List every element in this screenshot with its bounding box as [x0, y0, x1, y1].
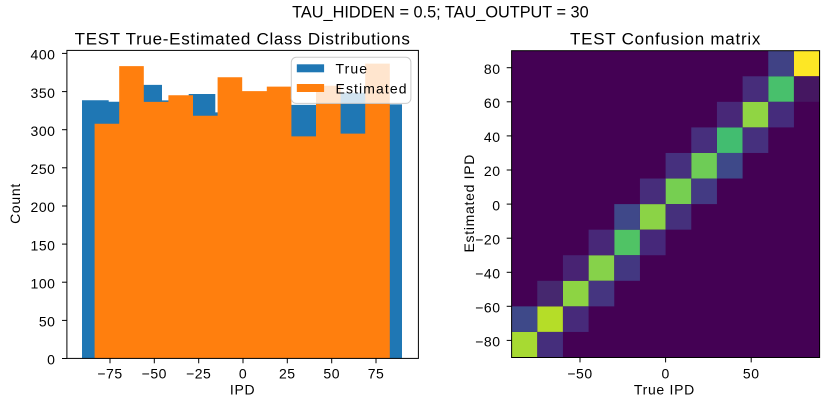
- svg-text:200: 200: [31, 199, 56, 215]
- svg-text:0: 0: [492, 197, 500, 213]
- svg-text:150: 150: [31, 237, 56, 253]
- svg-text:−80: −80: [475, 334, 500, 350]
- svg-text:Count: Count: [7, 183, 23, 224]
- svg-text:−75: −75: [97, 366, 122, 382]
- svg-text:−60: −60: [475, 300, 500, 316]
- svg-text:75: 75: [368, 366, 385, 382]
- svg-text:0: 0: [47, 352, 55, 368]
- svg-text:IPD: IPD: [230, 381, 255, 397]
- svg-text:−50: −50: [142, 366, 167, 382]
- svg-text:100: 100: [31, 275, 56, 291]
- svg-text:50: 50: [39, 314, 56, 330]
- svg-text:350: 350: [31, 85, 56, 101]
- svg-text:40: 40: [484, 129, 501, 145]
- svg-text:Estimated: Estimated: [336, 81, 408, 97]
- svg-text:80: 80: [484, 61, 501, 77]
- svg-text:0: 0: [239, 366, 247, 382]
- svg-text:400: 400: [31, 47, 56, 63]
- svg-text:−50: −50: [567, 365, 592, 381]
- svg-text:20: 20: [484, 163, 501, 179]
- svg-text:True IPD: True IPD: [634, 382, 695, 398]
- svg-text:60: 60: [484, 95, 501, 111]
- svg-text:TAU_HIDDEN = 0.5; TAU_OUTPUT =: TAU_HIDDEN = 0.5; TAU_OUTPUT = 30: [292, 3, 588, 21]
- svg-text:True: True: [336, 61, 369, 77]
- svg-text:50: 50: [323, 366, 340, 382]
- svg-text:300: 300: [31, 123, 56, 139]
- svg-text:TEST Confusion matrix: TEST Confusion matrix: [570, 30, 761, 49]
- svg-text:−25: −25: [186, 366, 211, 382]
- svg-text:Estimated IPD: Estimated IPD: [461, 154, 477, 253]
- svg-text:50: 50: [743, 365, 760, 381]
- svg-text:TEST True-Estimated Class Dist: TEST True-Estimated Class Distributions: [75, 30, 411, 49]
- svg-text:−40: −40: [475, 266, 500, 282]
- svg-text:0: 0: [661, 365, 669, 381]
- svg-text:25: 25: [279, 366, 296, 382]
- svg-text:250: 250: [31, 161, 56, 177]
- svg-text:−20: −20: [475, 231, 500, 247]
